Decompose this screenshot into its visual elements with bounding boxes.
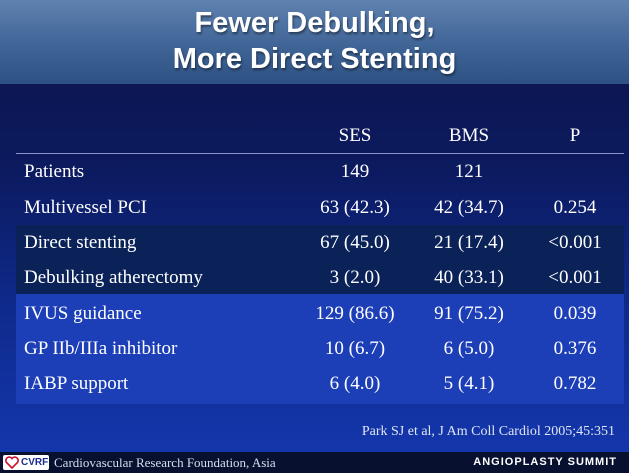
ses-value: 3 (2.0) <box>329 267 381 288</box>
bms-value: 42 (34.7) <box>434 197 504 218</box>
table-row: Multivessel PCI 63 (42.3) 42 (34.7) 0.25… <box>16 190 624 225</box>
p-value: 0.782 <box>553 373 597 394</box>
row-label: IVUS guidance <box>24 303 142 324</box>
p-value: 0.039 <box>553 303 597 324</box>
table-row: IABP support 6 (4.0) 5 (4.1) 0.782 <box>16 366 624 401</box>
table-row: GP IIb/IIIa inhibitor 10 (6.7) 6 (5.0) 0… <box>16 331 624 366</box>
ses-value: 6 (4.0) <box>329 373 381 394</box>
row-label: GP IIb/IIIa inhibitor <box>24 338 178 359</box>
row-label: Multivessel PCI <box>24 197 147 218</box>
highlight-band <box>16 225 624 294</box>
title-bar: Fewer Debulking, More Direct Stenting <box>0 0 629 84</box>
header-ses: SES <box>338 125 372 146</box>
table-header-row: SES BMS P <box>16 118 624 153</box>
p-value: 0.376 <box>553 338 597 359</box>
row-label: IABP support <box>24 373 129 394</box>
header-p: P <box>569 125 581 146</box>
ses-value: 129 (86.6) <box>315 303 395 324</box>
citation: Park SJ et al, J Am Coll Cardiol 2005;45… <box>361 424 615 439</box>
logo-text: CVRF <box>21 457 49 468</box>
heart-icon <box>5 456 19 469</box>
cvrf-logo: CVRF <box>3 455 49 470</box>
row-label: Debulking atherectomy <box>24 267 203 288</box>
footer: CVRF Cardiovascular Research Foundation,… <box>0 452 629 473</box>
table-row: IVUS guidance 129 (86.6) 91 (75.2) 0.039 <box>16 296 624 331</box>
header-bms: BMS <box>448 125 490 146</box>
bms-value: 21 (17.4) <box>434 232 504 253</box>
slide-title-line-1: Fewer Debulking, <box>194 7 435 39</box>
bms-value: 6 (5.0) <box>443 338 495 359</box>
bms-value: 40 (33.1) <box>434 267 504 288</box>
ses-value: 10 (6.7) <box>324 338 386 359</box>
event-name: ANGIOPLASTY SUMMIT <box>473 456 617 468</box>
bms-value: 5 (4.1) <box>443 373 495 394</box>
lower-band <box>16 294 624 404</box>
p-value: <0.001 <box>548 232 602 253</box>
bms-value: 91 (75.2) <box>434 303 504 324</box>
ses-value: 67 (45.0) <box>320 232 390 253</box>
row-label: Patients <box>24 161 85 182</box>
table-row: Debulking atherectomy 3 (2.0) 40 (33.1) … <box>16 260 624 295</box>
bms-value: 121 <box>454 161 484 182</box>
ses-value: 63 (42.3) <box>320 197 390 218</box>
table-row: Patients 149 121 <box>16 154 624 189</box>
slide-title-line-2: More Direct Stenting <box>172 43 457 75</box>
p-value <box>526 154 624 189</box>
ses-value: 149 <box>340 161 370 182</box>
p-value: <0.001 <box>548 267 602 288</box>
row-label: Direct stenting <box>24 232 137 253</box>
header-divider <box>16 153 624 154</box>
table-row: Direct stenting 67 (45.0) 21 (17.4) <0.0… <box>16 225 624 260</box>
p-value: 0.254 <box>553 197 597 218</box>
organization-name: Cardiovascular Research Foundation, Asia <box>54 455 276 470</box>
